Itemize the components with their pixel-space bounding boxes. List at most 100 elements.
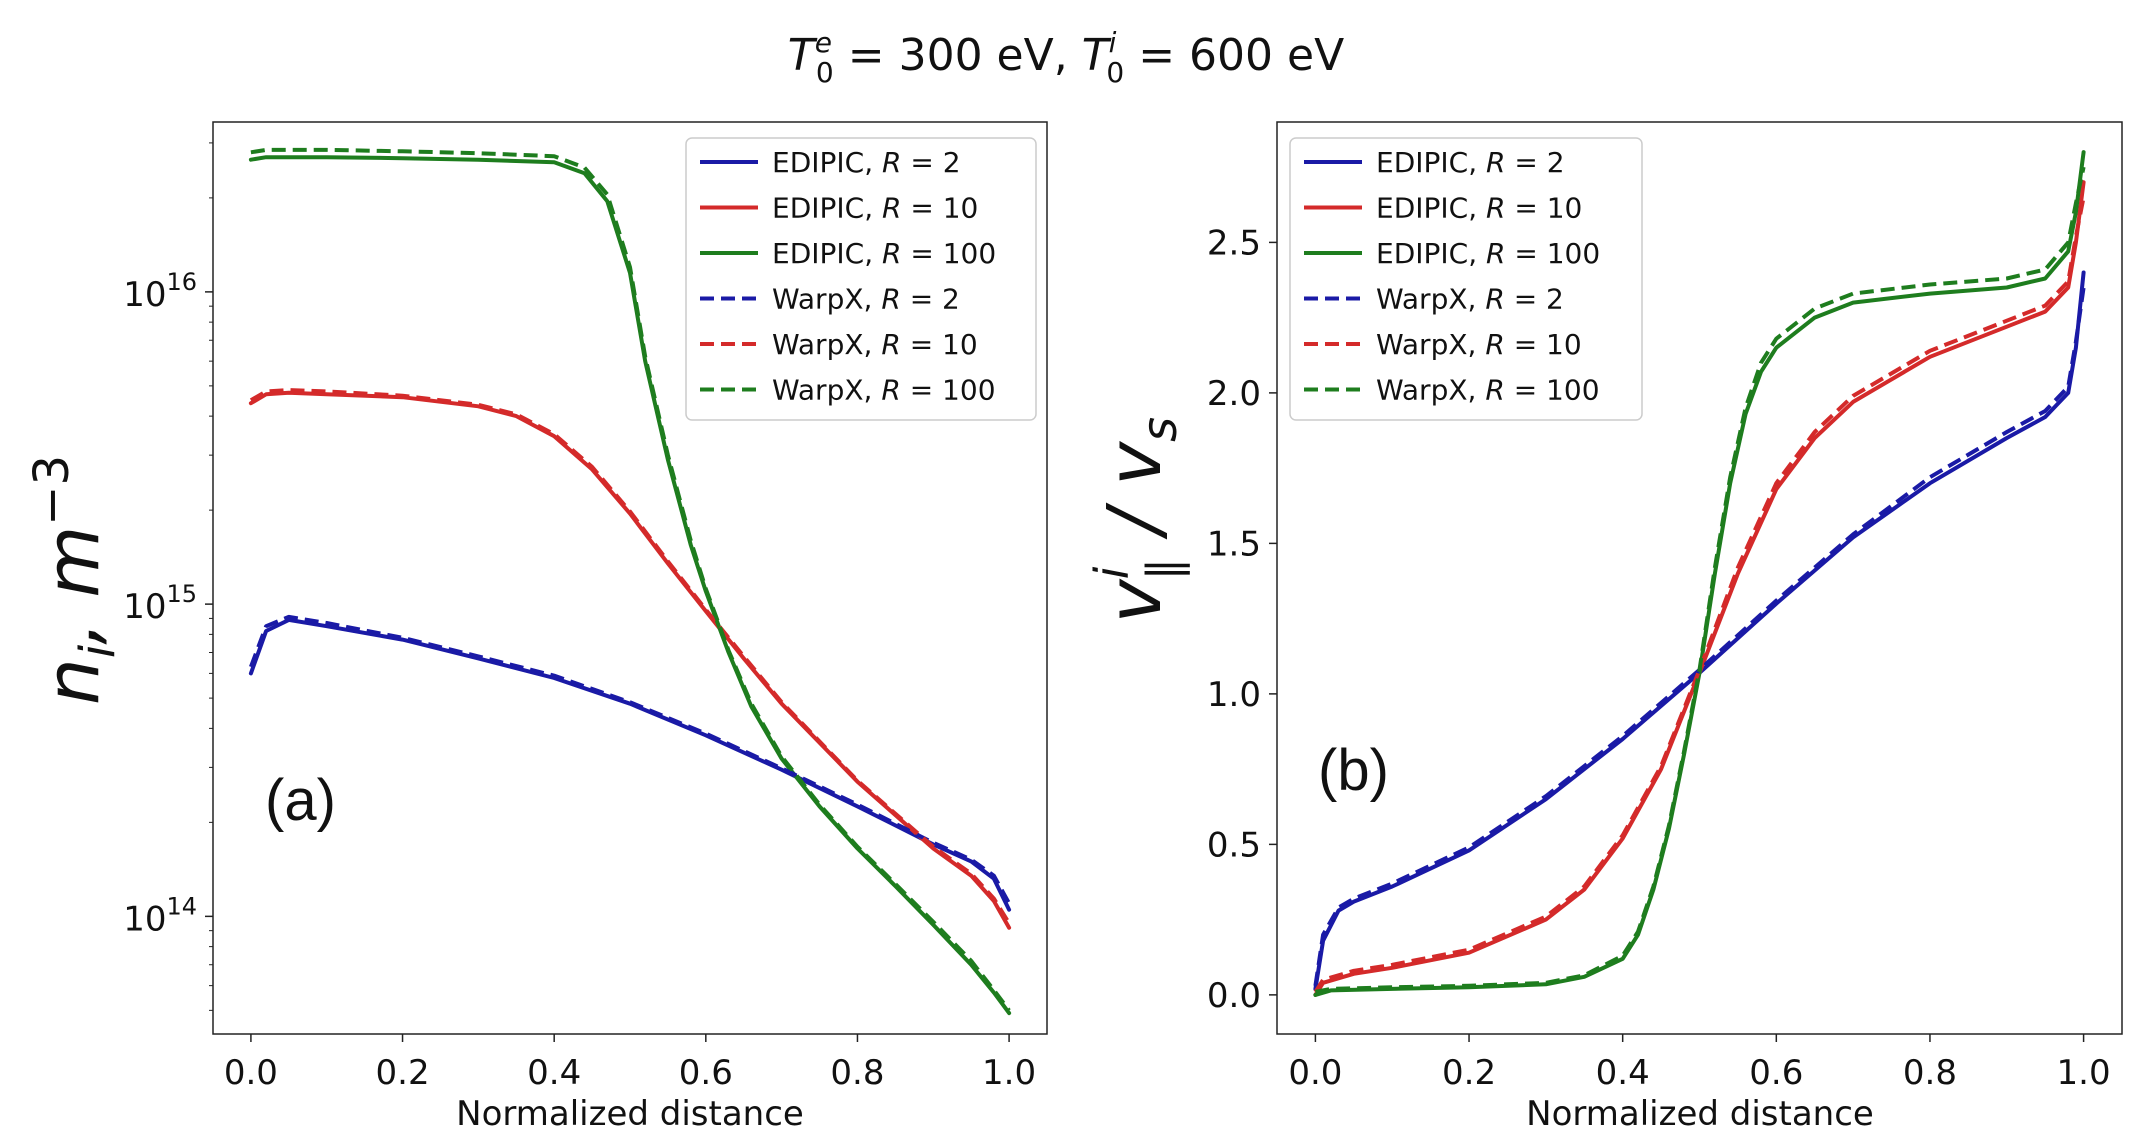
legend-var: R <box>881 283 900 316</box>
series-line-edipic-r-100 <box>1313 150 2086 997</box>
panel-b-xtick-label: 0.8 <box>1903 1053 1957 1093</box>
title-te-symbol: T <box>788 30 818 81</box>
panel-b-frame <box>1276 121 2123 1035</box>
legend-label-edipic-r-2: EDIPIC, R = 2 <box>772 146 961 179</box>
series-line-edipic-r-100 <box>248 155 1012 1016</box>
panel-b-ylabel-sub: ∥ <box>1137 558 1191 581</box>
legend-var: R <box>1485 328 1504 361</box>
panel-a-ylabel-unit: , m <box>30 526 116 645</box>
legend-var: R <box>1486 237 1505 270</box>
legend-label-warpx-r-10: WarpX, R = 10 <box>772 328 978 361</box>
figure-title: Te 0 = 300 eV, Ti 0 = 600 eV <box>788 26 1344 89</box>
panel-a-xlabel: Normalized distance <box>456 1094 804 1134</box>
legend-value: = 2 <box>1505 283 1564 316</box>
legend-label-warpx-r-2: WarpX, R = 2 <box>1376 283 1564 316</box>
panel-b-ylabel-sub2: s <box>1132 417 1188 442</box>
legend-var: R <box>1486 192 1505 225</box>
legend-value: = 100 <box>1505 237 1600 270</box>
panel-b-ylabel-rest: / v <box>1092 441 1178 558</box>
panel-b-ylabel-sup: i <box>1085 566 1139 579</box>
panel-b-ytick-label: 0.5 <box>1207 825 1261 865</box>
series-line-edipic-r-10 <box>248 390 1012 930</box>
panel-a-ylabel-sub: i <box>70 644 126 658</box>
legend-code: EDIPIC, <box>772 146 882 179</box>
ytick-base: 10 <box>123 275 166 315</box>
legend-value: = 10 <box>1505 192 1582 225</box>
panel-a-xtick-label: 0.8 <box>830 1053 884 1093</box>
legend-var: R <box>882 146 901 179</box>
panel-a-xtick-label: 0.2 <box>376 1053 430 1093</box>
title-ti-value: = 600 eV <box>1124 30 1344 81</box>
panel-a-frame <box>212 121 1048 1035</box>
legend-value: = 2 <box>1505 146 1564 179</box>
title-te-sup: e <box>815 26 832 59</box>
ytick-exponent: 16 <box>166 268 197 296</box>
legend-label-edipic-r-10: EDIPIC, R = 10 <box>772 192 978 225</box>
legend-var: R <box>882 192 901 225</box>
legend-value: = 10 <box>901 192 978 225</box>
legend-box <box>1289 137 1643 421</box>
panel-b-xtick-label: 0.0 <box>1288 1053 1342 1093</box>
legend-value: = 100 <box>1505 374 1600 407</box>
panel-a-ylabel: ni, m−3 <box>24 455 126 705</box>
title-ti-sup: i <box>1109 26 1117 59</box>
panel-b-legend: EDIPIC, R = 2 EDIPIC, R = 10 EDIPIC, R = 1… <box>1289 137 1643 421</box>
panel-b-ytick-label: 0.0 <box>1207 976 1261 1016</box>
legend-value: = 2 <box>901 146 960 179</box>
panel-a-ytick-label: 1014 <box>123 892 197 939</box>
ytick-exponent: 14 <box>166 892 197 920</box>
title-ti-symbol: T <box>1082 30 1112 81</box>
panel-b-ticks: 0.0 0.2 0.4 0.6 0.8 1.0 0.0 0.5 1.0 1.5 2.0 2.5 <box>1207 223 2111 1093</box>
panel-b-series <box>1313 150 2086 997</box>
panel-b-label: (b) <box>1318 738 1389 803</box>
panel-b-ytick-label: 1.5 <box>1207 524 1261 564</box>
legend-var: R <box>1485 283 1504 316</box>
panel-a-series <box>248 147 1012 1016</box>
panel-a-ytick-label: 1016 <box>123 268 197 315</box>
title-ti-sub: 0 <box>1106 56 1124 89</box>
legend-value: = 10 <box>1505 328 1582 361</box>
series-line-warpx-r-10 <box>1313 196 2086 993</box>
panel-b-ytick-label: 2.5 <box>1207 223 1261 263</box>
panel-b-velocity: 0.0 0.2 0.4 0.6 0.8 1.0 0.0 0.5 1.0 1.5 2.0 2.5 (b)… <box>1085 121 2123 1134</box>
series-line-warpx-r-100 <box>1315 166 2086 994</box>
panel-a-ylabel-base: n <box>30 658 116 705</box>
legend-var: R <box>881 374 900 407</box>
legend-code: EDIPIC, <box>1376 237 1486 270</box>
panel-b-xlabel: Normalized distance <box>1526 1094 1874 1134</box>
title-te-sub: 0 <box>816 56 834 89</box>
legend-code: WarpX, <box>772 283 881 316</box>
legend-value: = 10 <box>901 328 978 361</box>
series-line-warpx-r-100 <box>250 147 1011 1012</box>
series-line-warpx-r-10 <box>249 388 1011 925</box>
panel-b-ylabel-base: v <box>1092 578 1178 623</box>
legend-code: WarpX, <box>1376 283 1485 316</box>
panel-a-xtick-label: 0.4 <box>527 1053 581 1093</box>
legend-value: = 100 <box>901 374 996 407</box>
panel-a-ytick-label: 1015 <box>123 580 197 627</box>
panel-b-ytick-label: 2.0 <box>1207 374 1261 414</box>
panel-b-xtick-label: 0.6 <box>1749 1053 1803 1093</box>
panel-b-xtick-label: 0.4 <box>1596 1053 1650 1093</box>
panel-a-ylabel-sup: −3 <box>24 455 80 526</box>
panel-a-label: (a) <box>265 768 336 833</box>
legend-box <box>685 137 1037 421</box>
legend-code: EDIPIC, <box>1376 146 1486 179</box>
panel-a-xtick-label: 0.0 <box>224 1053 278 1093</box>
panel-b-xtick-label: 0.2 <box>1442 1053 1496 1093</box>
legend-code: WarpX, <box>772 374 881 407</box>
legend-value: = 100 <box>901 237 996 270</box>
series-line-warpx-r-2 <box>249 614 1011 905</box>
panel-b-ylabel: vi∥ / vs <box>1085 417 1191 623</box>
legend-label-edipic-r-100: EDIPIC, R = 100 <box>1376 237 1600 270</box>
legend-code: EDIPIC, <box>772 237 882 270</box>
legend-var: R <box>881 328 900 361</box>
panel-a-xtick-label: 0.6 <box>679 1053 733 1093</box>
legend-value: = 2 <box>901 283 960 316</box>
legend-var: R <box>1486 146 1505 179</box>
series-line-edipic-r-2 <box>248 617 1012 912</box>
title-te-value: = 300 eV, <box>834 30 1082 81</box>
